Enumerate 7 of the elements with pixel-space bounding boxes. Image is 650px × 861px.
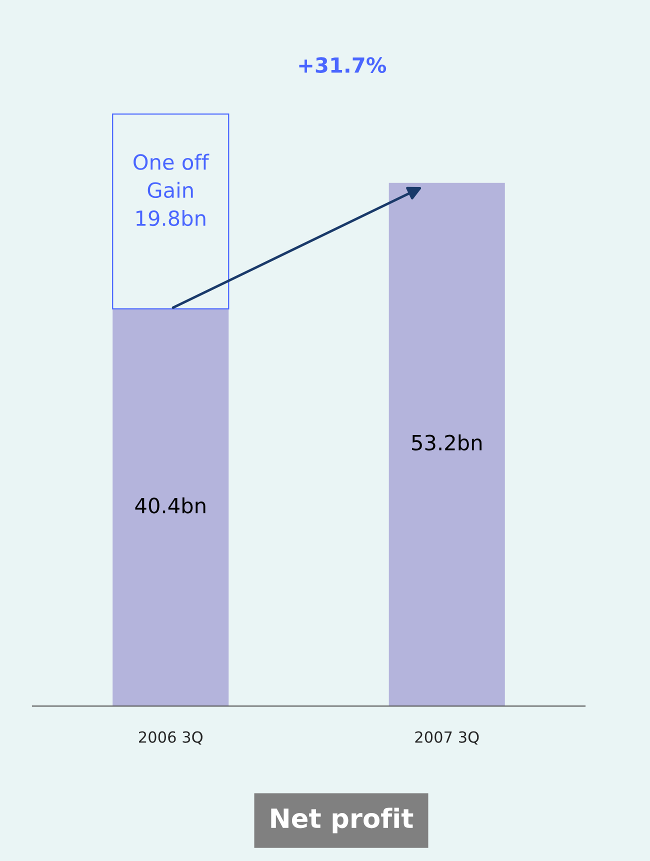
text: Net profit <box>271 808 414 834</box>
data-label: 40.4bn <box>135 497 206 514</box>
data-label: One off Gain 19.8bn <box>134 154 210 226</box>
text: +31.7% <box>299 57 386 73</box>
data-label: 53.2bn <box>412 434 482 451</box>
x-tick-label: 2006 3Q <box>139 731 203 745</box>
x-tick-label: 2007 3Q <box>415 731 479 745</box>
